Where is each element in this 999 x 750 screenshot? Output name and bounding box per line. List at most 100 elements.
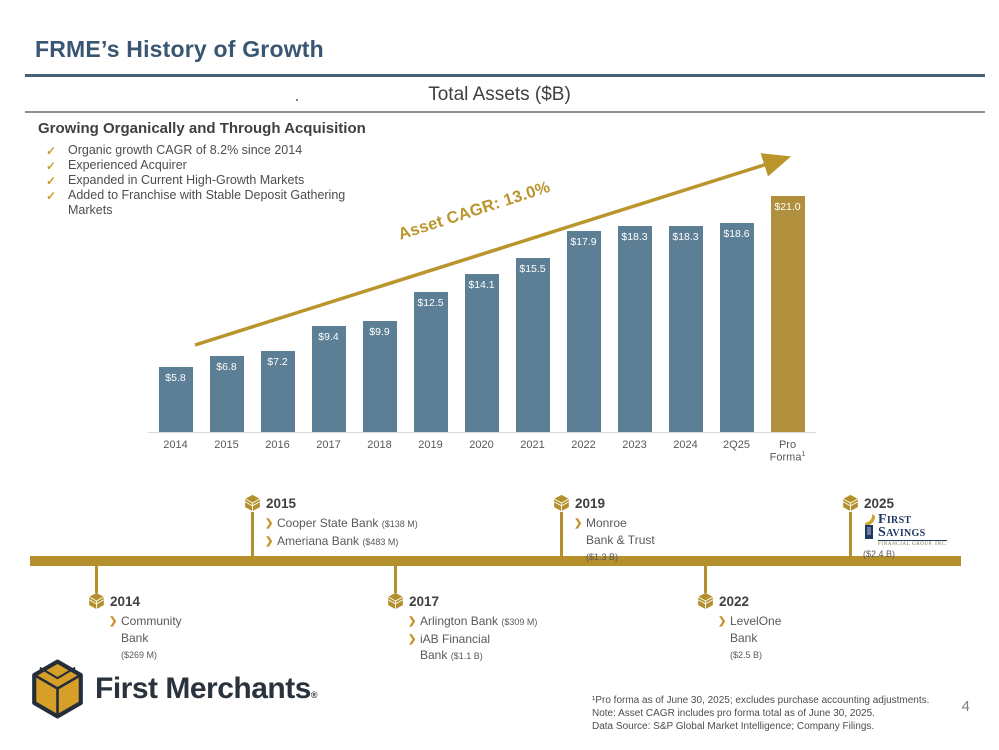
timeline-year: 2019 [575, 495, 606, 511]
title-rule [25, 74, 985, 77]
footnote-proforma: ¹Pro forma as of June 30, 2025; excludes… [592, 695, 930, 706]
footnotes: ¹Pro forma as of June 30, 2025; excludes… [592, 694, 929, 733]
bar-value-label: $9.9 [369, 325, 390, 338]
x-axis-label: 2022 [571, 439, 596, 451]
check-icon: ✓ [46, 159, 57, 173]
gift-box-icon [697, 592, 714, 610]
bank-name: Cooper State Bank [277, 516, 382, 530]
bullet-text: Experienced Acquirer [68, 158, 187, 172]
acquisition-item: ❯ Ameriana Bank ($483 M) [265, 533, 418, 551]
total-assets-bar-chart: $5.8 $6.8 $7.2 $9.4 $9.9 $12.5 $14.1 $15.5 $17.9… [150, 150, 813, 432]
bar-2022: $17.9 [558, 150, 609, 432]
bank-name: Monroe Bank & Trust [586, 516, 655, 547]
x-axis-label: 2020 [469, 439, 494, 451]
bar-2019: $12.5 [405, 150, 456, 432]
x-axis-label: 2018 [367, 439, 392, 451]
bar-value-label: $18.3 [672, 231, 699, 244]
bullet-row: ✓ Added to Franchise with Stable Deposit … [46, 188, 391, 218]
bar-value-label: $15.5 [519, 262, 546, 275]
chevron-bullet-icon: ❯ [109, 616, 118, 627]
cagr-trend-arrow [194, 153, 792, 347]
bar-2018: $9.9 [354, 150, 405, 432]
x-axis-label: 2023 [622, 439, 647, 451]
deal-size: ($309 M) [501, 617, 538, 627]
deal-size: ($138 M) [381, 519, 418, 529]
timeline-year: 2022 [719, 593, 750, 609]
bar-2023: $18.3 [609, 150, 660, 432]
bar-2024: $18.3 [660, 150, 711, 432]
first-savings-subtext: Financial Group, Inc. [878, 540, 948, 547]
highlights-heading: Growing Organically and Through Acquisit… [38, 120, 366, 137]
x-axis-labels: 2014 2015 2016 2017 2018 2019 2020 2021 2022 2023… [150, 439, 813, 464]
acquisition-item: ❯ LevelOne Bank ($2.5 B) [718, 613, 781, 664]
bar-2021: $15.5 [507, 150, 558, 432]
deal-size: ($483 M) [362, 536, 399, 547]
timeline-entry-2019: 2019 ❯ Monroe Bank & Trust ($1.3 B) [553, 494, 655, 566]
x-axis-label: 2024 [673, 439, 698, 451]
chart-title: Total Assets ($B) [428, 84, 571, 105]
chevron-bullet-icon: ❯ [718, 616, 727, 627]
acquisition-item: ❯ iAB Financial Bank ($1.1 B) [408, 631, 537, 665]
first-savings-wordmark-line2: Savings [878, 525, 926, 540]
timeline-entry-2025: 2025 First Savings Financial Group, Inc.… [842, 494, 948, 559]
first-savings-emblem-icon [865, 514, 875, 539]
bar-2Q25: $18.6 [711, 150, 762, 432]
page-title: FRME’s History of Growth [35, 36, 324, 62]
subtitle-rule [25, 111, 985, 113]
footnote-note: Note: Asset CAGR includes pro forma tota… [592, 708, 875, 719]
x-axis-label: 2015 [214, 439, 239, 451]
timeline-connector [704, 566, 707, 593]
chevron-bullet-icon: ❯ [265, 518, 274, 529]
timeline-connector [251, 512, 254, 556]
x-axis-label: 2017 [316, 439, 341, 451]
bar-value-label: $9.4 [318, 331, 339, 344]
page-number: 4 [961, 698, 970, 715]
bar-2020: $14.1 [456, 150, 507, 432]
timeline-entry-2017: 2017 ❯ Arlington Bank ($309 M) ❯ iAB Finan… [387, 592, 537, 665]
bar-2015: $6.8 [201, 150, 252, 432]
bar-Pro Forma: $21.0 [762, 150, 813, 432]
chevron-bullet-icon: ❯ [408, 633, 417, 645]
x-axis-label: 2019 [418, 439, 443, 451]
bank-name: LevelOne Bank [730, 614, 782, 645]
timeline-connector [394, 566, 397, 593]
x-axis-label: Pro Forma1 [769, 439, 806, 464]
bullet-row: ✓ Expanded in Current High-Growth Markets [46, 173, 391, 188]
bar-value-label: $18.6 [723, 228, 750, 240]
chevron-bullet-icon: ❯ [574, 518, 583, 529]
x-axis-label: 2016 [265, 439, 290, 451]
bar-value-label: $21.0 [774, 201, 801, 213]
bar-value-label: $14.1 [468, 278, 495, 291]
acquisition-item: ❯ Monroe Bank & Trust ($1.3 B) [574, 515, 655, 566]
gift-box-icon [387, 592, 404, 610]
timeline-entry-2015: 2015 ❯ Cooper State Bank ($138 M) ❯ Ameria… [244, 494, 418, 550]
timeline-year: 2015 [266, 495, 297, 511]
bullet-text: Organic growth CAGR of 8.2% since 2014 [68, 143, 303, 157]
gift-box-icon [244, 494, 261, 512]
gift-box-icon [88, 592, 105, 610]
deal-size: ($2.5 B) [730, 650, 763, 660]
acquisition-item: ❯ Arlington Bank ($309 M) [408, 613, 537, 631]
first-merchants-cube-icon [32, 659, 83, 719]
timeline-connector [849, 512, 852, 556]
timeline-year: 2014 [110, 593, 141, 609]
brand-name: First Merchants [95, 672, 311, 705]
first-merchants-logo: First Merchants® [30, 659, 318, 719]
highlights-list: ✓ Organic growth CAGR of 8.2% since 2014 … [46, 143, 391, 218]
bank-name: Ameriana Bank [277, 533, 363, 548]
timeline-year: 2025 [864, 495, 895, 511]
bar-value-label: $17.9 [570, 235, 597, 248]
chevron-bullet-icon: ❯ [408, 616, 417, 627]
x-axis-line [148, 432, 816, 433]
acquisition-item: ❯ Cooper State Bank ($138 M) [265, 515, 418, 533]
first-savings-wordmark-line1: First [878, 512, 912, 527]
x-axis-label: 2021 [520, 439, 545, 451]
timeline-connector [95, 566, 98, 593]
bank-name: Community Bank [121, 614, 182, 645]
bar-value-label: $5.8 [165, 371, 186, 384]
acquisition-item: ❯ Community Bank ($269 M) [109, 613, 182, 664]
gift-box-icon [553, 494, 570, 512]
deal-size: ($2.4 B) [863, 549, 896, 559]
bar-2014: $5.8 [150, 150, 201, 432]
